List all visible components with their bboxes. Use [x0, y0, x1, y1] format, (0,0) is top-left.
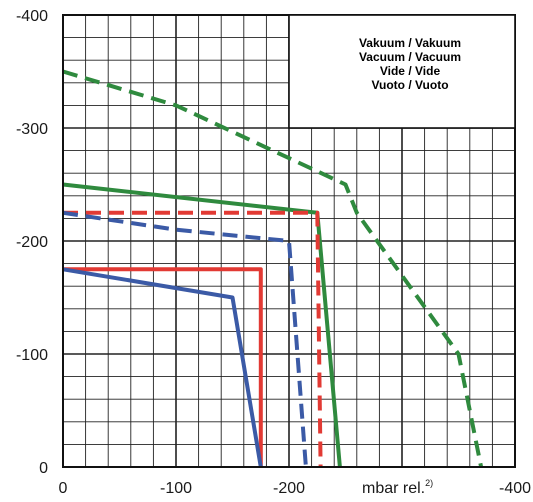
y-tick-label: -100 [16, 347, 48, 364]
y-tick-label: -200 [16, 234, 48, 251]
x-axis-label: mbar rel.2) [362, 478, 433, 497]
x-axis-ticks: 0 -100 -200 -400 [59, 480, 532, 497]
series-layer [62, 69, 484, 468]
x-tick-label: -200 [273, 480, 305, 497]
legend-background [288, 14, 516, 129]
x-tick-label: -400 [499, 480, 531, 497]
y-tick-label: -300 [16, 121, 48, 138]
series-line-2 [62, 69, 484, 468]
series-line-3 [63, 267, 263, 467]
legend-line-4: Vuoto / Vuoto [371, 78, 448, 92]
series-line-4 [63, 210, 323, 468]
series-line-5 [62, 267, 263, 468]
y-tick-label: -400 [16, 8, 48, 25]
series-line-6 [62, 210, 308, 468]
legend-line-1: Vakuum / Vakuum [359, 36, 461, 50]
series-line-1 [62, 182, 342, 468]
legend-line-2: Vacuum / Vacuum [359, 50, 461, 64]
legend-line-3: Vide / Vide [380, 64, 441, 78]
y-axis-ticks: 0 -100 -200 -300 -400 [16, 8, 48, 477]
x-tick-label: -100 [160, 480, 192, 497]
x-axis-label-footnote: 2) [425, 478, 433, 488]
x-tick-label: 0 [59, 480, 68, 497]
y-tick-label: 0 [39, 460, 48, 477]
x-axis-label-text: mbar rel. [362, 480, 425, 497]
